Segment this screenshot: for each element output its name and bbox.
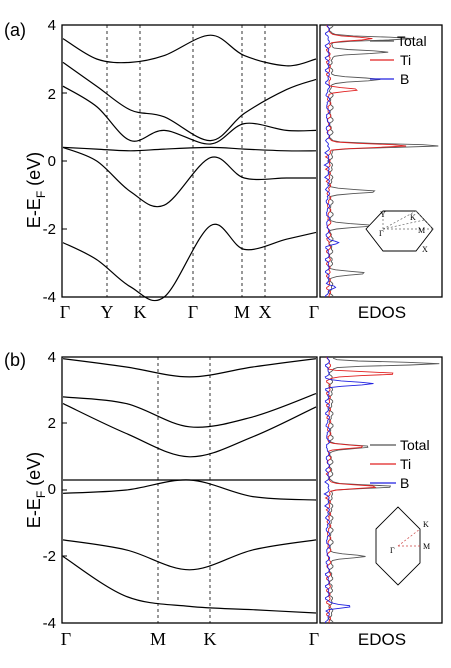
panel-a-bz-inset: Y K M Γ X bbox=[365, 210, 434, 254]
panel-a-ytick: -2 bbox=[43, 221, 56, 238]
panel-b-bz-inset: K M Γ bbox=[375, 506, 430, 586]
panel-a: (a) E-EF (eV) 4 2 0 -2 -4 Γ Y K Γ M X Γ bbox=[4, 17, 443, 322]
panel-a-kpoint-label: K bbox=[134, 302, 147, 322]
panel-b-kpoint-label: Γ bbox=[309, 629, 319, 649]
svg-text:K: K bbox=[423, 520, 429, 529]
band-line bbox=[62, 146, 317, 152]
dos-curve-total bbox=[327, 356, 440, 624]
legend-label-total: Total bbox=[400, 437, 430, 453]
panel-b-ylabel: E-EF (eV) bbox=[24, 452, 48, 528]
panel-b-dos-xlabel: EDOS bbox=[358, 630, 406, 649]
panel-b-label: (b) bbox=[4, 350, 26, 370]
panel-b-ytick: 0 bbox=[48, 481, 56, 498]
panel-b-kpoint-label: M bbox=[150, 629, 166, 649]
panel-b: (b) E-EF (eV) 4 2 0 -2 -4 Γ M K Γ EDOS T… bbox=[4, 349, 443, 649]
band-line bbox=[62, 146, 316, 208]
panel-b-kpoint-label: Γ bbox=[61, 629, 71, 649]
svg-text:Γ: Γ bbox=[390, 546, 395, 555]
svg-text:M: M bbox=[423, 542, 430, 551]
panel-a-label: (a) bbox=[4, 20, 26, 40]
legend-label-b: B bbox=[400, 71, 409, 87]
band-line bbox=[62, 223, 317, 302]
band-line bbox=[62, 358, 317, 378]
legend-label-ti: Ti bbox=[400, 456, 411, 472]
panel-a-bands bbox=[62, 34, 317, 302]
panel-a-dos bbox=[323, 24, 439, 298]
panel-a-kpoint-label: Y bbox=[101, 302, 114, 322]
panel-b-ytick: -2 bbox=[43, 548, 56, 565]
panel-a-legend: Total Ti B bbox=[370, 33, 427, 87]
panel-a-kpoint-label: M bbox=[234, 302, 250, 322]
panel-b-bands bbox=[62, 358, 317, 614]
dos-curve-b bbox=[323, 356, 374, 624]
legend-label-ti: Ti bbox=[400, 52, 411, 68]
band-line bbox=[62, 479, 317, 501]
svg-text:K: K bbox=[410, 213, 416, 222]
panel-b-legend: Total Ti B bbox=[370, 437, 430, 491]
panel-a-dos-frame bbox=[319, 24, 443, 298]
panel-b-dos-frame bbox=[319, 356, 443, 624]
panel-b-kpoint-label: K bbox=[204, 629, 217, 649]
band-line bbox=[62, 34, 317, 67]
panel-b-ytick: -4 bbox=[43, 615, 56, 632]
svg-text:Γ: Γ bbox=[379, 229, 384, 238]
band-line bbox=[62, 85, 317, 145]
band-line bbox=[62, 555, 317, 614]
panel-a-ytick: 2 bbox=[48, 86, 56, 103]
legend-label-total: Total bbox=[397, 33, 427, 49]
panel-a-ytick: 4 bbox=[48, 17, 56, 34]
panel-b-ytick: 2 bbox=[48, 415, 56, 432]
panel-b-band-frame bbox=[61, 356, 318, 624]
legend-label-b: B bbox=[400, 475, 409, 491]
panel-a-dos-xlabel: EDOS bbox=[358, 303, 406, 322]
dos-curve-ti bbox=[324, 356, 394, 624]
panel-a-kpoint-label: X bbox=[259, 302, 272, 322]
dos-curve-total bbox=[326, 24, 439, 298]
band-line bbox=[62, 403, 317, 458]
panel-a-kpoint-label: Γ bbox=[60, 302, 70, 322]
svg-text:X: X bbox=[422, 245, 428, 254]
svg-text:Y: Y bbox=[380, 210, 386, 219]
panel-a-ytick: 0 bbox=[48, 153, 56, 170]
dos-curve-ti bbox=[324, 24, 407, 298]
panel-a-kpoint-label: Γ bbox=[188, 302, 198, 322]
panel-b-dos bbox=[323, 356, 440, 624]
band-line bbox=[62, 61, 317, 142]
panel-a-kpoint-label: Γ bbox=[309, 302, 319, 322]
panel-a-ytick: -4 bbox=[43, 289, 56, 306]
panel-a-ylabel: E-EF (eV) bbox=[24, 152, 48, 228]
panel-b-ytick: 4 bbox=[48, 349, 56, 366]
svg-text:M: M bbox=[418, 226, 425, 235]
band-line bbox=[62, 393, 317, 428]
dos-curve-b bbox=[323, 24, 340, 298]
band-line bbox=[62, 539, 317, 571]
